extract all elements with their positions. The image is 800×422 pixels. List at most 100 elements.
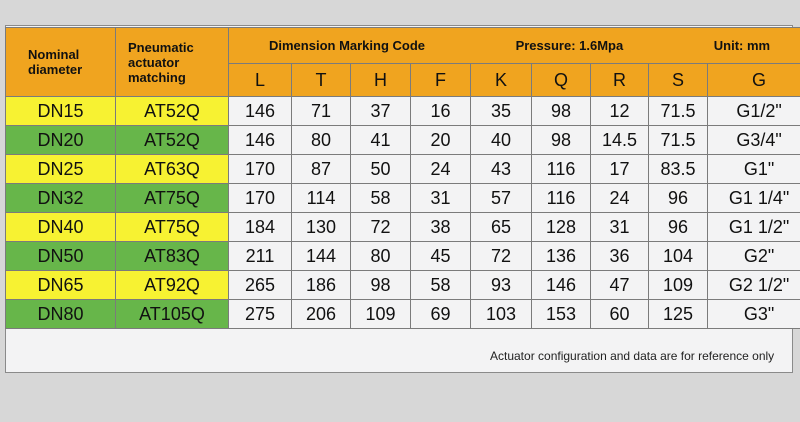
value-cell-f: 24 [410, 154, 471, 184]
value-cell-g: G1 1/4" [706, 183, 800, 213]
value-cell-r: 12 [590, 96, 649, 126]
actuator-cell: AT52Q [115, 96, 229, 126]
value-cell-h: 80 [350, 241, 411, 271]
value-cell-l: 170 [228, 183, 292, 213]
value-cell-f: 31 [410, 183, 471, 213]
value-cell-l: 184 [228, 212, 292, 242]
dimension-table: Nominal diameter Pneumatic actuator matc… [5, 27, 800, 329]
table-row: DN50 AT83Q 211 144 80 45 72 136 36 104 G2" [5, 241, 800, 271]
value-cell-r: 31 [590, 212, 649, 242]
value-cell-l: 146 [228, 125, 292, 155]
value-cell-k: 43 [470, 154, 532, 184]
value-cell-s: 96 [648, 183, 708, 213]
value-cell-g: G1/2" [706, 96, 800, 126]
nominal-diameter-cell: DN25 [5, 154, 116, 184]
value-cell-f: 45 [410, 241, 471, 271]
actuator-cell: AT92Q [115, 270, 229, 300]
nominal-diameter-cell: DN20 [5, 125, 116, 155]
value-cell-s: 125 [648, 299, 708, 329]
nominal-diameter-cell: DN50 [5, 241, 116, 271]
column-header-t: T [291, 63, 351, 97]
nominal-diameter-cell: DN32 [5, 183, 116, 213]
value-cell-f: 20 [410, 125, 471, 155]
value-cell-s: 104 [648, 241, 708, 271]
nominal-diameter-cell: DN40 [5, 212, 116, 242]
value-cell-h: 50 [350, 154, 411, 184]
value-cell-q: 116 [531, 154, 591, 184]
value-cell-r: 47 [590, 270, 649, 300]
value-cell-f: 38 [410, 212, 471, 242]
table-row: DN25 AT63Q 170 87 50 24 43 116 17 83.5 G1" [5, 154, 800, 184]
value-cell-k: 40 [470, 125, 532, 155]
value-cell-q: 98 [531, 96, 591, 126]
value-cell-r: 17 [590, 154, 649, 184]
value-cell-g: G2" [706, 241, 800, 271]
header-pressure: Pressure: 1.6Mpa [515, 38, 624, 53]
value-cell-s: 83.5 [648, 154, 708, 184]
actuator-cell: AT75Q [115, 212, 229, 242]
value-cell-k: 93 [470, 270, 532, 300]
column-header-r: R [590, 63, 649, 97]
value-cell-q: 136 [531, 241, 591, 271]
value-cell-s: 71.5 [648, 96, 708, 126]
value-cell-q: 128 [531, 212, 591, 242]
header-actuator-matching: Pneumatic actuator matching [115, 27, 229, 97]
value-cell-g: G3/4" [706, 125, 800, 155]
table-row: DN65 AT92Q 265 186 98 58 93 146 47 109 G2 1/2" [5, 270, 800, 300]
header-band: Dimension Marking Code Pressure: 1.6Mpa … [227, 27, 800, 64]
column-header-k: K [470, 63, 532, 97]
header-unit: Unit: mm [713, 38, 771, 53]
value-cell-h: 98 [350, 270, 411, 300]
value-cell-s: 71.5 [648, 125, 708, 155]
value-cell-k: 57 [470, 183, 532, 213]
value-cell-h: 37 [350, 96, 411, 126]
value-cell-l: 146 [228, 96, 292, 126]
column-header-f: F [410, 63, 471, 97]
value-cell-g: G1 1/2" [706, 212, 800, 242]
header-nominal-diameter: Nominal diameter [5, 27, 116, 97]
table-row: DN20 AT52Q 146 80 41 20 40 98 14.5 71.5 G3/4" [5, 125, 800, 155]
value-cell-r: 60 [590, 299, 649, 329]
value-cell-g: G1" [706, 154, 800, 184]
table-row: DN40 AT75Q 184 130 72 38 65 128 31 96 G1 1/2" [5, 212, 800, 242]
table-row: DN80 AT105Q 275 206 109 69 103 153 60 125 G3" [5, 299, 800, 329]
value-cell-q: 153 [531, 299, 591, 329]
value-cell-s: 109 [648, 270, 708, 300]
value-cell-r: 14.5 [590, 125, 649, 155]
table-row: DN15 AT52Q 146 71 37 16 35 98 12 71.5 G1/2" [5, 96, 800, 126]
value-cell-k: 35 [470, 96, 532, 126]
value-cell-t: 144 [291, 241, 351, 271]
value-cell-t: 114 [291, 183, 351, 213]
actuator-cell: AT105Q [115, 299, 229, 329]
value-cell-q: 98 [531, 125, 591, 155]
value-cell-f: 16 [410, 96, 471, 126]
value-cell-r: 24 [590, 183, 649, 213]
value-cell-s: 96 [648, 212, 708, 242]
value-cell-l: 211 [228, 241, 292, 271]
value-cell-f: 58 [410, 270, 471, 300]
value-cell-k: 103 [470, 299, 532, 329]
value-cell-t: 87 [291, 154, 351, 184]
column-header-h: H [350, 63, 411, 97]
value-cell-h: 109 [350, 299, 411, 329]
nominal-diameter-cell: DN65 [5, 270, 116, 300]
value-cell-t: 71 [291, 96, 351, 126]
value-cell-t: 80 [291, 125, 351, 155]
value-cell-t: 186 [291, 270, 351, 300]
value-cell-k: 65 [470, 212, 532, 242]
value-cell-l: 170 [228, 154, 292, 184]
column-header-s: S [648, 63, 708, 97]
value-cell-q: 146 [531, 270, 591, 300]
column-header-l: L [228, 63, 292, 97]
value-cell-g: G3" [706, 299, 800, 329]
column-header-g: G [706, 63, 800, 97]
value-cell-h: 58 [350, 183, 411, 213]
value-cell-t: 206 [291, 299, 351, 329]
value-cell-g: G2 1/2" [706, 270, 800, 300]
value-cell-h: 41 [350, 125, 411, 155]
nominal-diameter-cell: DN15 [5, 96, 116, 126]
table-row: DN32 AT75Q 170 114 58 31 57 116 24 96 G1 1/4" [5, 183, 800, 213]
value-cell-t: 130 [291, 212, 351, 242]
value-cell-l: 265 [228, 270, 292, 300]
header-dimension-code: Dimension Marking Code [269, 38, 426, 53]
